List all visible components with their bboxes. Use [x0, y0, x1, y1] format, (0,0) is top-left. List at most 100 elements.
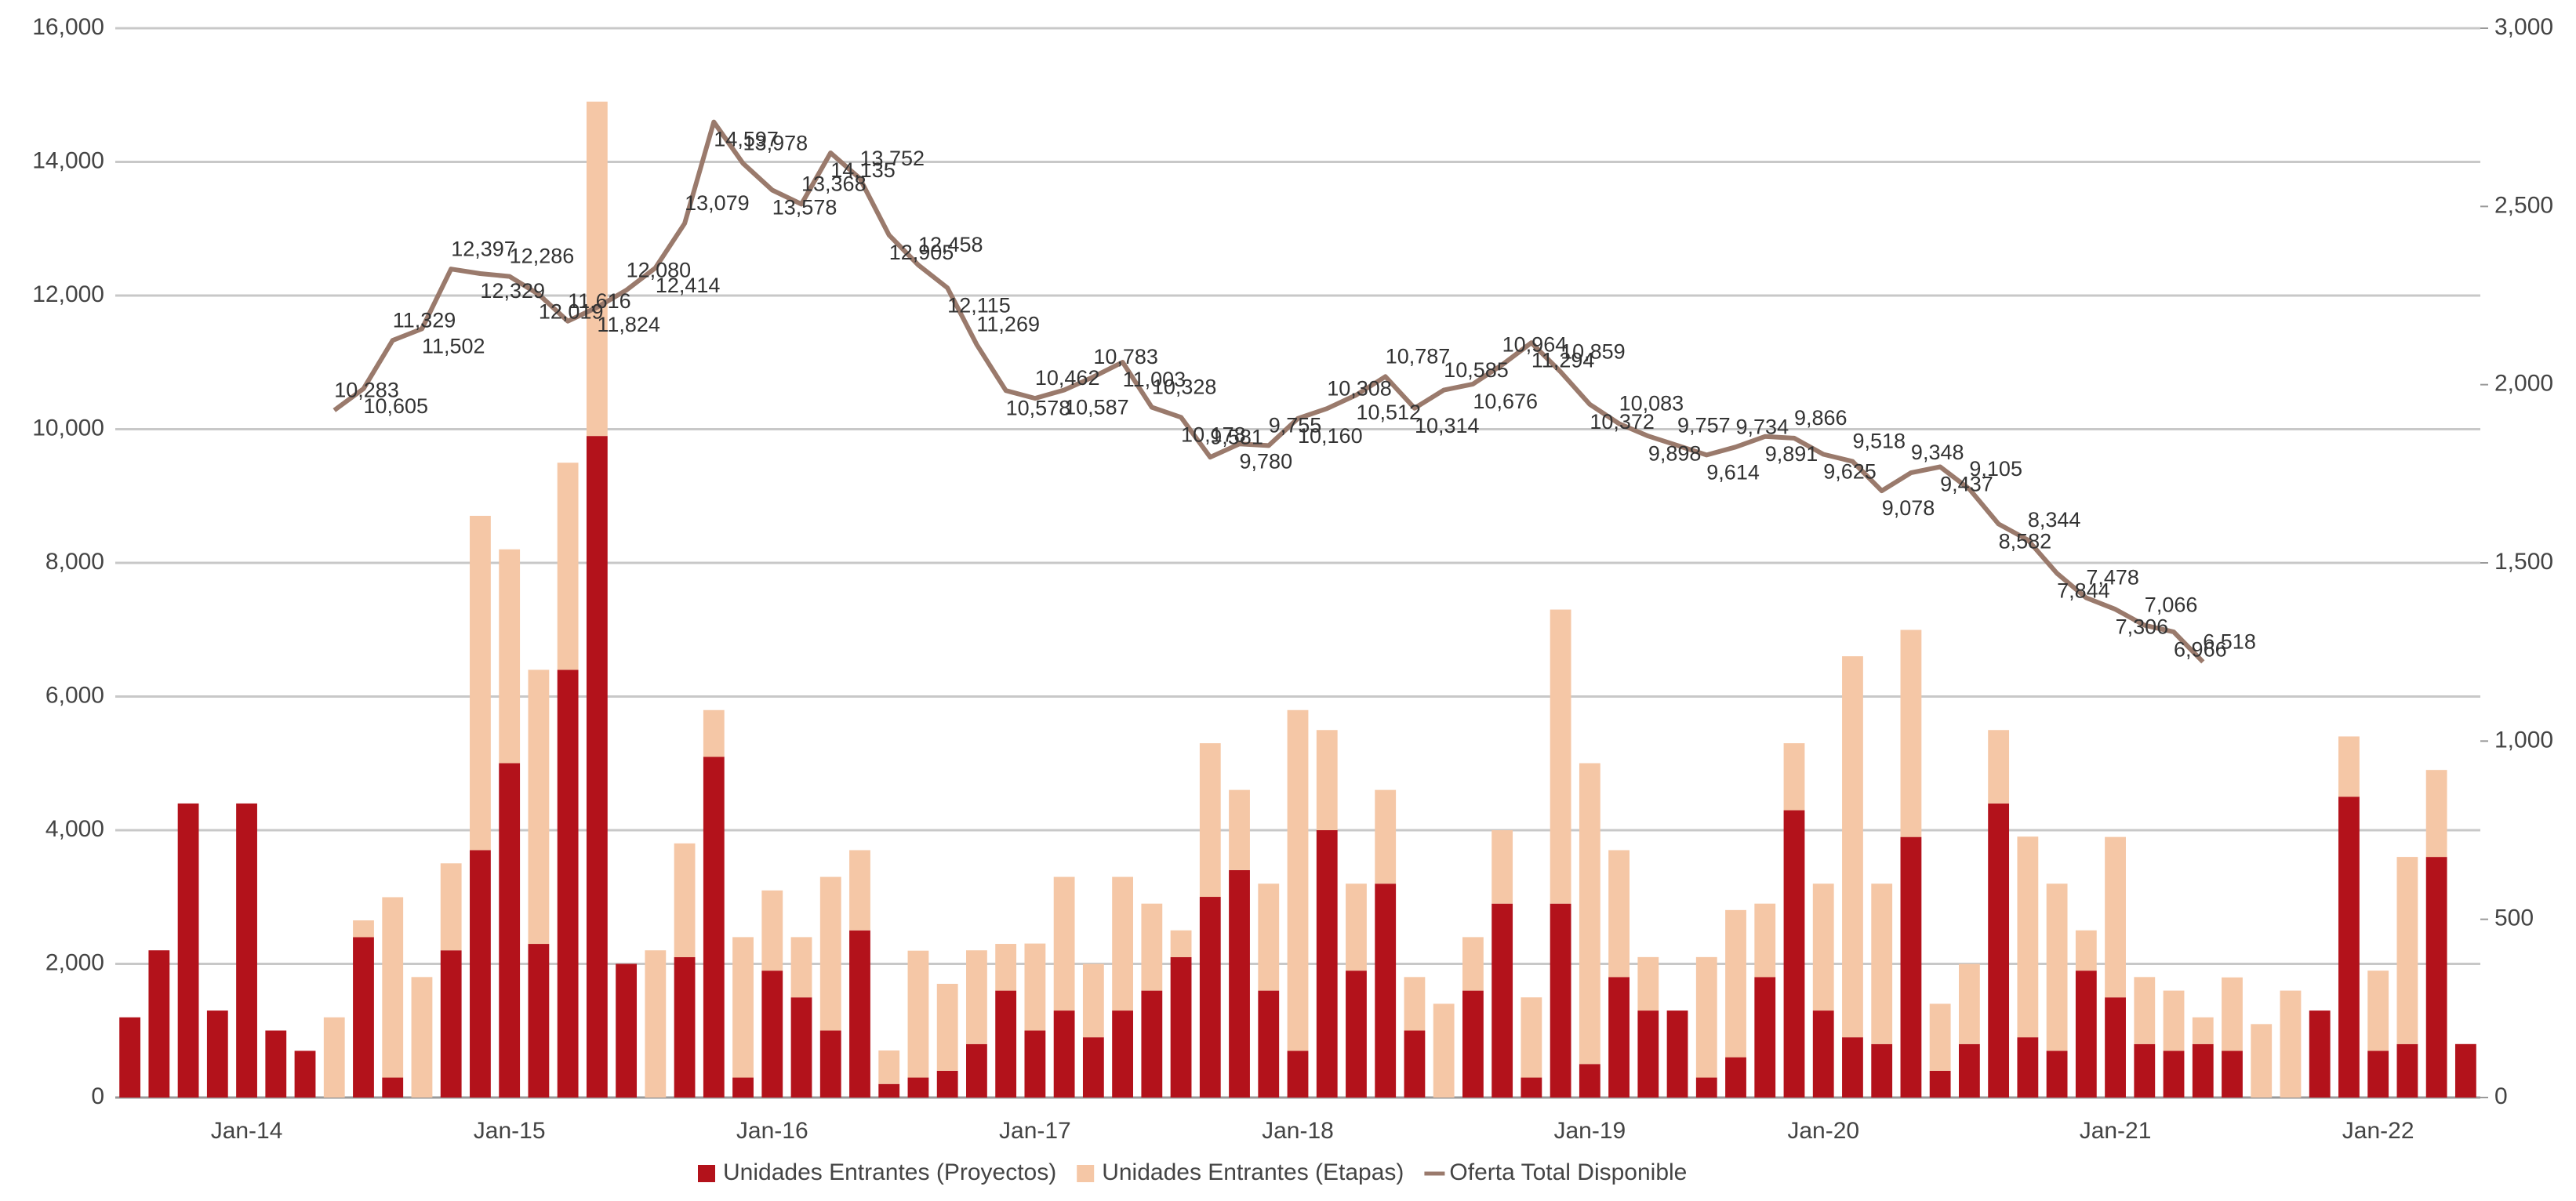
bar [528, 669, 550, 945]
x-tick-label: Jan-21 [2080, 1118, 2152, 1144]
bar [2192, 1017, 2214, 1044]
bar [1346, 884, 1367, 971]
bar [1900, 836, 1922, 1098]
bar [1958, 1043, 1980, 1098]
bar [1024, 1030, 1046, 1098]
bar [1725, 1057, 1746, 1098]
bar [1141, 990, 1163, 1098]
data-label: 9,581 [1210, 425, 1263, 448]
bar [966, 950, 987, 1044]
bar [1521, 1077, 1542, 1098]
data-label: 7,306 [2116, 615, 2169, 638]
data-label: 10,328 [1152, 376, 1217, 399]
y-tick-label: 12,000 [32, 281, 104, 307]
bar [2338, 736, 2360, 797]
bar [849, 930, 870, 1098]
data-label: 11,616 [568, 289, 631, 313]
bar [1462, 937, 1484, 991]
bar [1287, 1050, 1309, 1098]
bar [995, 990, 1017, 1098]
bar [1812, 1011, 1834, 1098]
data-label: 14,597 [714, 128, 779, 151]
bar [1958, 963, 1980, 1044]
data-label: 10,314 [1415, 414, 1480, 437]
data-label: 13,368 [801, 172, 867, 196]
bar [2251, 1024, 2273, 1098]
data-label: 9,891 [1765, 442, 1818, 466]
legend-label: Unidades Entrantes (Etapas) [1102, 1159, 1404, 1185]
data-label: 8,344 [2028, 508, 2081, 532]
data-label: 12,458 [918, 233, 983, 256]
bar [2425, 770, 2447, 858]
x-tick-label: Jan-19 [1553, 1118, 1626, 1144]
x-tick-label: Jan-17 [999, 1118, 1071, 1144]
bar [761, 890, 783, 971]
x-tick-label: Jan-16 [736, 1118, 808, 1144]
data-label: 10,964 [1502, 332, 1568, 356]
data-label: 10,585 [1444, 358, 1509, 382]
bar [2134, 977, 2156, 1044]
bar [1725, 909, 1746, 1058]
data-label: 13,978 [743, 132, 808, 155]
bar [1112, 876, 1133, 1011]
data-label: 10,160 [1298, 424, 1363, 448]
bar [2046, 884, 2068, 1051]
data-label: 12,414 [656, 274, 721, 297]
bar [2105, 997, 2126, 1098]
data-label: 9,437 [1940, 473, 1993, 496]
bar [1024, 943, 1046, 1031]
bar [2367, 1050, 2389, 1098]
data-label: 10,283 [334, 378, 399, 401]
y2-tick-label: 1,000 [2494, 727, 2553, 753]
bar [1842, 1037, 1863, 1098]
bar [674, 956, 696, 1098]
bar [1199, 897, 1221, 1098]
bar [2222, 1050, 2243, 1098]
bar [1112, 1011, 1133, 1098]
bar [1229, 869, 1250, 1098]
bar [1316, 830, 1338, 1098]
bar [1229, 789, 1250, 870]
bar [499, 763, 521, 1098]
data-label: 10,178 [1181, 423, 1246, 446]
bar [1754, 903, 1776, 978]
bar [790, 937, 812, 998]
bar [557, 669, 579, 1098]
bar [294, 1050, 316, 1098]
y2-tick-label: 2,000 [2494, 371, 2553, 397]
data-label: 12,286 [510, 245, 575, 268]
bar [966, 1043, 987, 1098]
data-label: 10,083 [1619, 392, 1684, 415]
bar [382, 897, 404, 1078]
bar [1199, 743, 1221, 898]
y-tick-label: 4,000 [45, 816, 104, 842]
bar [849, 850, 870, 931]
data-label: 10,859 [1560, 339, 1626, 363]
bar [2367, 971, 2389, 1051]
data-label: 10,587 [1064, 396, 1129, 419]
bar [1491, 903, 1513, 1098]
bar [703, 757, 725, 1098]
bar [1404, 1030, 1426, 1098]
data-label: 11,269 [976, 312, 1040, 336]
y-tick-label: 8,000 [45, 549, 104, 575]
bar [1053, 876, 1075, 1011]
bar [936, 983, 958, 1071]
data-label: 7,066 [2145, 593, 2198, 617]
data-label: 10,578 [1006, 396, 1071, 419]
bar [2280, 990, 2302, 1098]
y-tick-label: 6,000 [45, 682, 104, 708]
bar [1287, 709, 1309, 1051]
bar [236, 803, 257, 1098]
y2-tick-label: 1,500 [2494, 549, 2553, 575]
bar [1900, 630, 1922, 837]
data-label: 7,478 [2086, 566, 2139, 590]
bar [2075, 930, 2097, 971]
bar [1842, 656, 1863, 1038]
x-tick-label: Jan-18 [1262, 1118, 1334, 1144]
data-label: 9,105 [1969, 457, 2022, 481]
bar [2309, 1011, 2331, 1098]
data-label: 9,348 [1911, 441, 1964, 464]
bar [1783, 810, 1805, 1098]
